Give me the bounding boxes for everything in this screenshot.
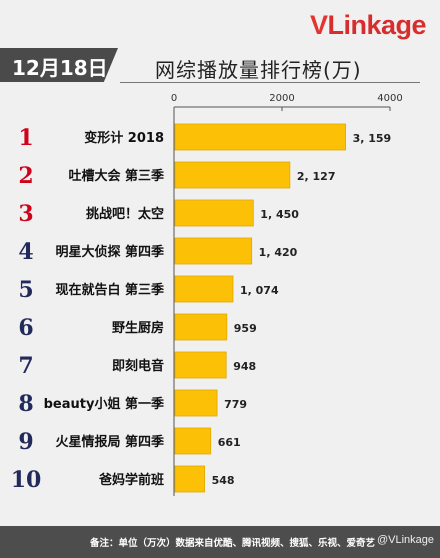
value-label: 948 bbox=[233, 360, 256, 373]
footer-bar: 备注：单位（万次）数据来自优酷、腾讯视频、搜狐、乐视、爱奇艺 @VLinkage bbox=[0, 526, 440, 558]
logo-text: Linkage bbox=[327, 10, 426, 40]
category-label: 即刻电音 bbox=[112, 358, 164, 374]
value-label: 661 bbox=[218, 436, 241, 449]
x-tick-label: 4000 bbox=[377, 93, 402, 104]
date-badge: 12月18日 bbox=[0, 48, 118, 82]
value-label: 548 bbox=[212, 474, 235, 487]
rank-number: 8 bbox=[18, 391, 33, 417]
bar bbox=[174, 351, 227, 379]
value-label: 1, 074 bbox=[240, 284, 279, 297]
category-label: 火星情报局 第四季 bbox=[55, 434, 164, 450]
chart-title: 网综播放量排行榜(万) bbox=[155, 58, 362, 82]
bar bbox=[174, 237, 253, 265]
footer-note: 备注：单位（万次）数据来自优酷、腾讯视频、搜狐、乐视、爱奇艺 bbox=[90, 538, 376, 549]
bar bbox=[174, 275, 234, 303]
category-label: 挑战吧！太空 bbox=[86, 206, 164, 222]
bar bbox=[174, 199, 254, 227]
category-label: 野生厨房 bbox=[112, 320, 164, 336]
category-label: 吐槽大会 第三季 bbox=[68, 168, 164, 184]
rank-number: 10 bbox=[11, 467, 42, 493]
bar bbox=[174, 427, 212, 455]
value-label: 1, 420 bbox=[259, 246, 298, 259]
category-label: beauty小姐 第一季 bbox=[44, 396, 164, 412]
category-label: 爸妈学前班 bbox=[98, 472, 164, 488]
bar bbox=[174, 465, 205, 493]
rank-number: 1 bbox=[18, 125, 33, 151]
rank-number: 5 bbox=[18, 277, 33, 303]
value-label: 2, 127 bbox=[297, 170, 336, 183]
bar bbox=[174, 123, 346, 151]
value-label: 779 bbox=[224, 398, 247, 411]
rank-number: 9 bbox=[18, 429, 33, 455]
x-tick-label: 0 bbox=[171, 93, 177, 104]
x-tick-label: 2000 bbox=[269, 93, 294, 104]
rank-number: 6 bbox=[18, 315, 33, 341]
date-text: 12月18日 bbox=[12, 56, 108, 80]
category-label: 变形计 2018 bbox=[84, 130, 164, 146]
value-label: 959 bbox=[234, 322, 257, 335]
rank-number: 3 bbox=[18, 201, 33, 227]
category-label: 明星大侦探 第四季 bbox=[55, 244, 164, 260]
value-label: 1, 450 bbox=[260, 208, 299, 221]
rank-number: 2 bbox=[18, 163, 33, 189]
rank-number: 4 bbox=[18, 239, 33, 265]
logo-v: V bbox=[309, 10, 328, 40]
bar-chart: 0 2000 4000 1 变形计 2018 3, 159 2 吐槽大会 第三季 2, 127 3… bbox=[11, 93, 403, 496]
vlinkage-logo: VLinkage bbox=[309, 10, 427, 40]
bar bbox=[174, 389, 218, 417]
bar bbox=[174, 161, 291, 189]
bar bbox=[174, 313, 228, 341]
rank-number: 7 bbox=[18, 353, 33, 379]
title-divider bbox=[120, 82, 420, 83]
value-label: 3, 159 bbox=[353, 132, 392, 145]
weibo-watermark: @VLinkage bbox=[376, 534, 434, 546]
category-label: 现在就告白 第三季 bbox=[55, 282, 164, 298]
